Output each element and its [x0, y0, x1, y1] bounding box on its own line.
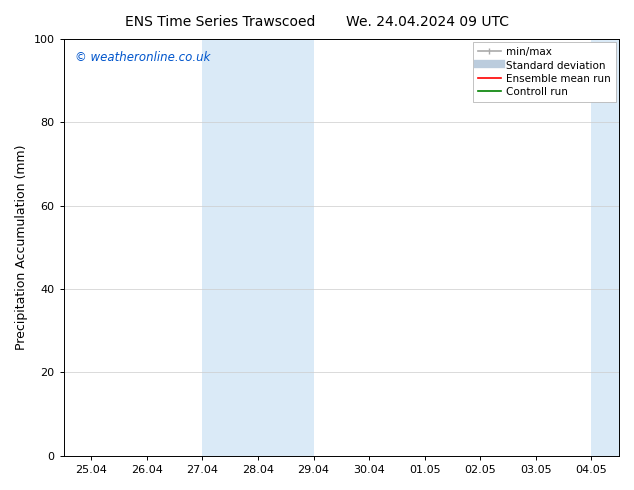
Text: © weatheronline.co.uk: © weatheronline.co.uk [75, 51, 210, 64]
Legend: min/max, Standard deviation, Ensemble mean run, Controll run: min/max, Standard deviation, Ensemble me… [472, 42, 616, 102]
Bar [202, 39, 314, 456]
Y-axis label: Precipitation Accumulation (mm): Precipitation Accumulation (mm) [15, 145, 28, 350]
Bar [592, 39, 634, 456]
Text: ENS Time Series Trawscoed       We. 24.04.2024 09 UTC: ENS Time Series Trawscoed We. 24.04.2024… [125, 15, 509, 29]
